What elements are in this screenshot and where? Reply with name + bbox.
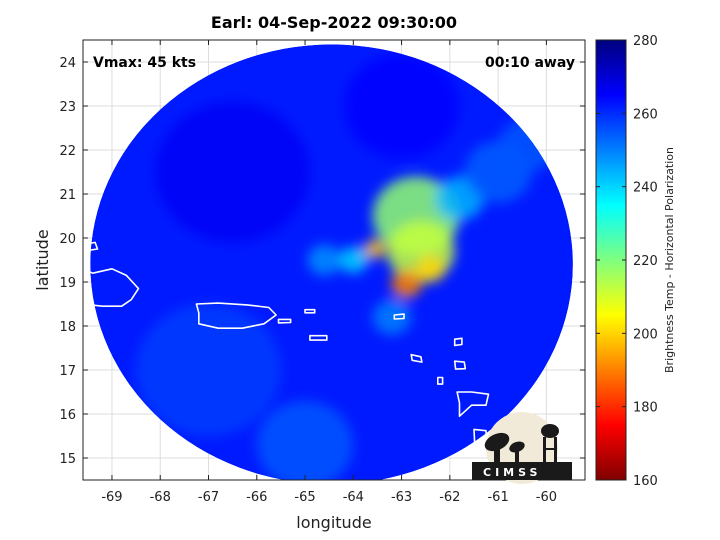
y-tick-label: 17 — [59, 364, 76, 379]
colorbar-label: Brightness Temp - Horizontal Polarizatio… — [663, 147, 676, 373]
swath-feature — [390, 270, 422, 299]
colorbar-tick-label: 160 — [633, 474, 658, 489]
logo-text: CIMSS — [483, 466, 541, 479]
colorbar — [595, 39, 627, 481]
coastline — [304, 308, 316, 314]
swath-feature — [307, 244, 342, 276]
satellite-dish-icon — [484, 432, 510, 452]
coastline — [83, 268, 140, 307]
swath-feature — [372, 299, 412, 335]
coastline — [393, 313, 405, 320]
swath-feature — [338, 246, 368, 274]
swath-feature — [343, 53, 460, 159]
swath-feature — [416, 255, 446, 282]
y-axis-label: latitude — [33, 229, 52, 290]
coastline — [410, 353, 423, 363]
x-tick-label: -63 — [391, 490, 412, 505]
water-tower-icon — [541, 424, 559, 438]
y-tick-label: 16 — [59, 408, 76, 423]
colorbar-tick-label: 180 — [633, 401, 658, 416]
coastline — [277, 318, 292, 324]
cimss-logo: CIMSS — [472, 412, 572, 484]
axis-ticks — [83, 40, 585, 480]
y-tick-label: 18 — [59, 320, 76, 335]
x-tick-labels: -69 -68 -67 -66 -65 -64 -63 -62 -61 -60 — [101, 490, 557, 505]
chart-title: Earl: 04-Sep-2022 09:30:00 — [211, 13, 457, 32]
colorbar-tick-label: 220 — [633, 254, 658, 269]
colorbar-tick-label: 240 — [633, 181, 658, 196]
y-tick-label: 20 — [59, 232, 76, 247]
coastline — [456, 391, 490, 417]
coastline — [83, 241, 99, 252]
colorbar-tick-label: 260 — [633, 107, 658, 122]
coastline — [437, 376, 444, 385]
y-tick-label: 24 — [59, 56, 76, 71]
plot-frame — [82, 39, 586, 481]
time-away-annotation: 00:10 away — [485, 55, 575, 71]
x-tick-label: -64 — [343, 490, 364, 505]
swath-feature — [155, 101, 310, 243]
x-tick-label: -62 — [439, 490, 460, 505]
x-tick-label: -65 — [294, 490, 315, 505]
x-tick-label: -66 — [246, 490, 267, 505]
y-tick-label: 21 — [59, 188, 76, 203]
x-tick-label: -68 — [150, 490, 171, 505]
x-tick-label: -67 — [198, 490, 219, 505]
coastline — [453, 360, 467, 370]
swath-feature — [364, 239, 386, 259]
vmax-annotation: Vmax: 45 kts — [93, 55, 196, 71]
colorbar-tick-label: 280 — [633, 34, 658, 49]
y-tick-label: 22 — [59, 144, 76, 159]
y-tick-labels: 15 16 17 18 19 20 21 22 23 24 — [59, 56, 76, 467]
y-tick-label: 19 — [59, 276, 76, 291]
colorbar-ticks: 160 180 200 220 240 260 280 — [596, 34, 658, 489]
coastline — [453, 337, 463, 347]
x-tick-label: -61 — [487, 490, 508, 505]
swath — [90, 44, 573, 480]
swath-features — [136, 53, 557, 480]
x-tick-label: -69 — [101, 490, 122, 505]
swath-feature — [136, 304, 281, 436]
colorbar-tick-label: 200 — [633, 327, 658, 342]
coastline — [309, 334, 328, 341]
x-tick-label: -60 — [536, 490, 557, 505]
y-tick-label: 15 — [59, 452, 76, 467]
x-axis-label: longitude — [296, 513, 371, 532]
coastline — [195, 302, 277, 329]
swath-feature — [256, 400, 354, 480]
y-tick-label: 23 — [59, 100, 76, 115]
